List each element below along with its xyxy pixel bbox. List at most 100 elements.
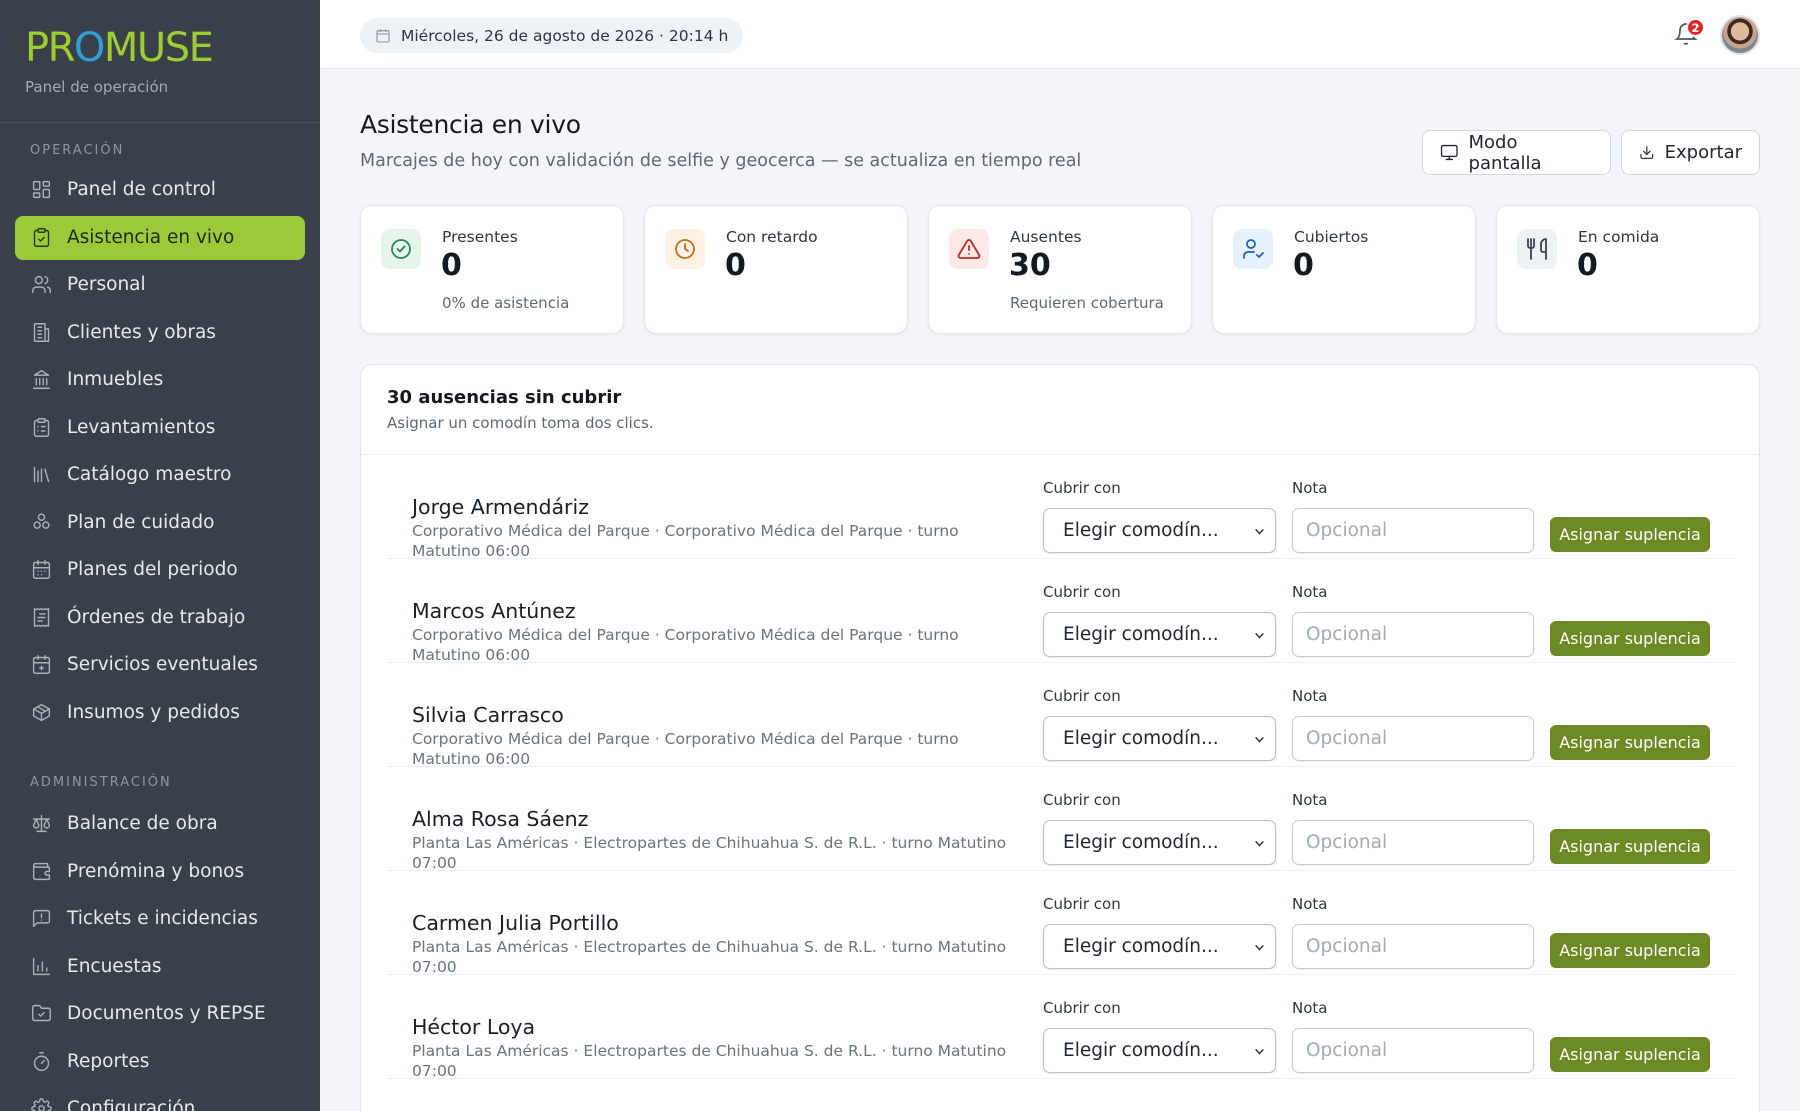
notifications-button[interactable]: 2 [1674, 18, 1705, 48]
sidebar-item-balance-de-obra[interactable]: Balance de obra [0, 800, 320, 848]
comodin-select[interactable]: Elegir comodín... [1043, 716, 1276, 761]
nota-placeholder: Opcional [1306, 624, 1388, 645]
folder-check-icon [31, 1005, 51, 1022]
comodin-select-value: Elegir comodín... [1063, 728, 1219, 749]
comodin-select[interactable]: Elegir comodín... [1043, 924, 1276, 969]
ausencia-row: Carmen Julia Portillo Planta Las Américas… [387, 871, 1735, 976]
sidebar-item-panel-de-control[interactable]: Panel de control [0, 166, 320, 214]
sidebar-item-label: Reportes [67, 1050, 150, 1072]
stat-icon-box [1517, 229, 1557, 269]
nota-placeholder: Opcional [1306, 832, 1388, 853]
sidebar-item-label: Órdenes de trabajo [67, 606, 246, 628]
sidebar-item-label: Plan de cuidado [67, 511, 215, 533]
comodin-select[interactable]: Elegir comodín... [1043, 612, 1276, 657]
stat-note: 0% de asistencia [442, 294, 570, 312]
nota-input[interactable]: Opcional [1292, 716, 1534, 761]
employee-detail: Corporativo Médica del Parque · Corporat… [412, 522, 959, 560]
calendar-icon [32, 560, 50, 580]
sidebar-item-plan-de-cuidado[interactable]: Plan de cuidado [0, 499, 320, 547]
stats-row: Presentes 0 0% de asistencia Con retardo 0 Au… [360, 205, 1760, 334]
chevron-down-icon [1255, 736, 1264, 743]
settings-icon-wrap [30, 1098, 52, 1111]
employee-detail: Planta Las Américas · Electropartes de C… [412, 938, 1007, 976]
ausencia-row: Marcos Antúnez Corporativo Médica del Par… [387, 559, 1735, 664]
sidebar-item-label: Balance de obra [67, 813, 218, 835]
scale-icon-wrap [30, 813, 52, 835]
nota-input[interactable]: Opcional [1292, 820, 1534, 865]
date-pill: Miércoles, 26 de agosto de 2026 · 20:14 … [360, 18, 744, 53]
sidebar-item-label: Panel de control [67, 179, 216, 201]
sidebar-item-reportes[interactable]: Reportes [0, 1038, 320, 1086]
asignar-suplencia-button[interactable]: Asignar suplencia [1550, 725, 1710, 760]
ausencia-row: Héctor Loya Planta Las Américas · Electro… [387, 975, 1735, 1080]
stat-label: Cubiertos [1294, 228, 1369, 246]
landmark-icon [32, 370, 50, 390]
sidebar-item-encuestas[interactable]: Encuestas [0, 943, 320, 991]
ausencia-row: Silvia Carrasco Corporativo Médica del Pa… [387, 663, 1735, 768]
asignar-suplencia-button[interactable]: Asignar suplencia [1550, 517, 1710, 552]
stat-label: En comida [1578, 228, 1660, 246]
asignar-suplencia-button[interactable]: Asignar suplencia [1550, 829, 1710, 864]
stat-value: 0 [725, 248, 746, 283]
nota-placeholder: Opcional [1306, 1040, 1388, 1061]
package-icon-wrap [30, 701, 52, 723]
grid-icon-wrap [30, 179, 52, 201]
nota-input[interactable]: Opcional [1292, 612, 1534, 657]
chevron-down-icon [1255, 632, 1264, 639]
stat-label: Presentes [442, 228, 518, 246]
employee-name: Alma Rosa Sáenz [412, 807, 589, 831]
sidebar-item-planes-del-periodo[interactable]: Planes del periodo [0, 546, 320, 594]
sidebar-item-insumos-y-pedidos[interactable]: Insumos y pedidos [0, 689, 320, 737]
comodin-select[interactable]: Elegir comodín... [1043, 1028, 1276, 1073]
notification-badge: 2 [1686, 18, 1705, 37]
nota-input[interactable]: Opcional [1292, 508, 1534, 553]
comodin-select[interactable]: Elegir comodín... [1043, 508, 1276, 553]
shapes-icon [32, 513, 50, 529]
nota-label: Nota [1292, 999, 1328, 1017]
sidebar-item-personal[interactable]: Personal [0, 261, 320, 309]
user-avatar[interactable] [1720, 15, 1760, 55]
sidebar-item-catalogo-maestro[interactable]: Catálogo maestro [0, 451, 320, 499]
timer-icon [33, 1051, 49, 1071]
sidebar-item-configuracion[interactable]: Configuración [0, 1085, 320, 1111]
modo-pantalla-button[interactable]: Modo pantalla [1422, 130, 1611, 175]
nota-label: Nota [1292, 479, 1328, 497]
landmark-icon-wrap [30, 369, 52, 391]
employee-name: Jorge Armendáriz [412, 495, 589, 519]
promuse-logo[interactable]: PROMUSE [25, 25, 214, 71]
asignar-suplencia-button[interactable]: Asignar suplencia [1550, 1037, 1710, 1072]
sidebar-item-levantamientos[interactable]: Levantamientos [0, 404, 320, 452]
exportar-button[interactable]: Exportar [1621, 130, 1760, 175]
asignar-suplencia-button[interactable]: Asignar suplencia [1550, 933, 1710, 968]
asignar-suplencia-button[interactable]: Asignar suplencia [1550, 621, 1710, 656]
nota-input[interactable]: Opcional [1292, 924, 1534, 969]
sidebar-item-asistencia-en-vivo[interactable]: Asistencia en vivo [0, 214, 320, 262]
sidebar-item-servicios-eventuales[interactable]: Servicios eventuales [0, 641, 320, 689]
sidebar-item-ordenes-de-trabajo[interactable]: Órdenes de trabajo [0, 594, 320, 642]
sidebar-item-documentos-y-repse[interactable]: Documentos y REPSE [0, 990, 320, 1038]
exportar-label: Exportar [1664, 142, 1742, 163]
calendar-icon [376, 28, 390, 43]
sidebar-item-label: Inmuebles [67, 369, 164, 391]
receipt-icon [33, 607, 49, 627]
nota-input[interactable]: Opcional [1292, 1028, 1534, 1073]
scale-icon [32, 815, 50, 833]
download-icon [1640, 146, 1654, 159]
sidebar-item-label: Levantamientos [67, 416, 216, 438]
clipboard-list-icon [33, 417, 49, 437]
section-label-administracion: ADMINISTRACIÓN [30, 775, 172, 790]
sidebar-item-label: Catálogo maestro [67, 464, 232, 486]
comodin-select[interactable]: Elegir comodín... [1043, 820, 1276, 865]
check-circle-icon [391, 239, 411, 259]
sidebar-item-clientes-y-obras[interactable]: Clientes y obras [0, 309, 320, 357]
user-check-icon [1243, 239, 1264, 259]
sidebar-item-tickets-e-incidencias[interactable]: Tickets e incidencias [0, 895, 320, 943]
comodin-select-value: Elegir comodín... [1063, 1040, 1219, 1061]
sidebar-item-prenomina-y-bonos[interactable]: Prenómina y bonos [0, 848, 320, 896]
employee-detail: Corporativo Médica del Parque · Corporat… [412, 730, 959, 768]
nota-placeholder: Opcional [1306, 936, 1388, 957]
stat-icon-box [665, 229, 705, 269]
package-icon [32, 703, 50, 721]
sidebar-item-inmuebles[interactable]: Inmuebles [0, 356, 320, 404]
bar-chart-icon-wrap [30, 955, 52, 977]
